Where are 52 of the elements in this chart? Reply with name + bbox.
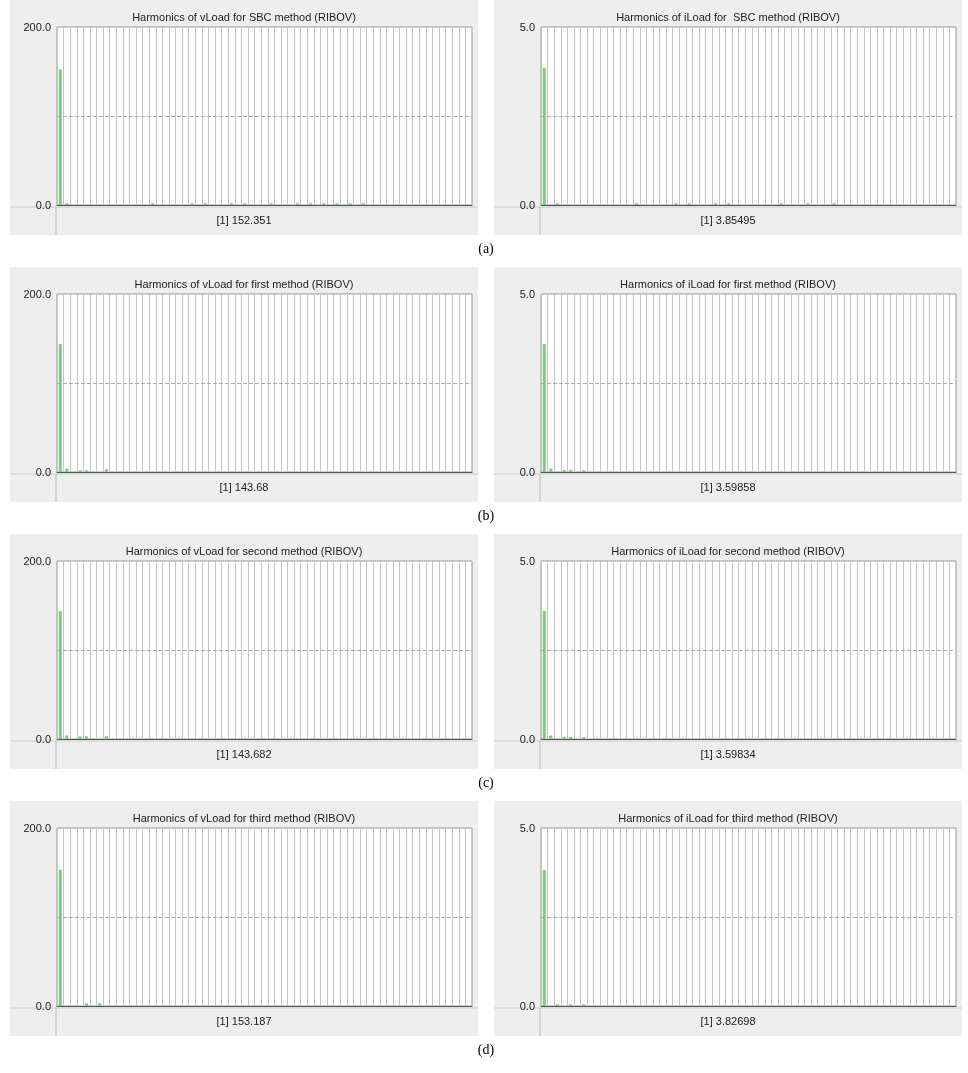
y-tick-label: 200.0	[23, 21, 51, 33]
chart-title: Harmonics of vLoad for SBC method (RIBOV)	[132, 10, 356, 23]
chart-title: Harmonics of iLoad for SBC method (RIBOV)	[616, 10, 840, 23]
bar	[65, 468, 69, 472]
bar	[569, 736, 573, 739]
y-tick-label: 0.0	[519, 466, 535, 478]
text: [1] 143.682	[216, 747, 272, 760]
text: [1] 143.68	[219, 480, 269, 493]
y-tick-label: 200.0	[23, 555, 51, 567]
chart-title: Harmonics of iLoad for first method (RIBOV)	[620, 277, 836, 290]
bar	[85, 736, 89, 739]
bar	[58, 611, 62, 739]
y-tick-label: 0.0	[35, 466, 51, 478]
y-tick-label: 5.0	[519, 555, 535, 567]
y-tick-label: 200.0	[23, 288, 51, 300]
bar	[542, 343, 546, 472]
y-tick-label: 0.0	[35, 733, 51, 745]
chart-title: Harmonics of iLoad for third method (RIBOV)	[618, 811, 838, 824]
chart-title: Harmonics of vLoad for third method (RIBOV)	[132, 811, 356, 824]
bar	[549, 735, 553, 739]
bar	[104, 469, 108, 472]
chart-title: Harmonics of vLoad for first method (RIBOV)	[134, 277, 354, 290]
bar	[569, 469, 573, 472]
y-tick-label: 0.0	[35, 199, 51, 211]
y-tick-label: 0.0	[35, 1000, 51, 1012]
text: [1] 152.351	[216, 213, 272, 226]
chart-title: Harmonics of vLoad for second method (RIBOV)	[125, 544, 363, 557]
text: (d)	[476, 1042, 496, 1058]
bar	[542, 610, 546, 739]
y-tick-label: 5.0	[519, 288, 535, 300]
bar	[562, 736, 566, 739]
bar	[78, 736, 82, 739]
bar	[562, 469, 566, 472]
y-tick-label: 200.0	[23, 822, 51, 834]
text: (b)	[476, 508, 496, 524]
chart-title: Harmonics of iLoad for second method (RIBOV)	[611, 544, 845, 557]
text: [1] 3.82698	[700, 1014, 756, 1027]
y-tick-label: 0.0	[519, 199, 535, 211]
text: [1] 3.85495	[700, 213, 756, 226]
y-tick-label: 5.0	[519, 21, 535, 33]
y-tick-label: 0.0	[519, 1000, 535, 1012]
bar	[104, 736, 108, 739]
text: (a)	[477, 241, 495, 257]
y-tick-label: 0.0	[519, 733, 535, 745]
bar	[549, 468, 553, 472]
y-tick-label: 5.0	[519, 822, 535, 834]
text: [1] 3.59834	[700, 747, 756, 760]
text: [1] 153.187	[216, 1014, 272, 1027]
bar	[58, 344, 62, 472]
bar	[65, 735, 69, 739]
text: [1] 3.59858	[700, 480, 756, 493]
text: (c)	[477, 775, 495, 791]
